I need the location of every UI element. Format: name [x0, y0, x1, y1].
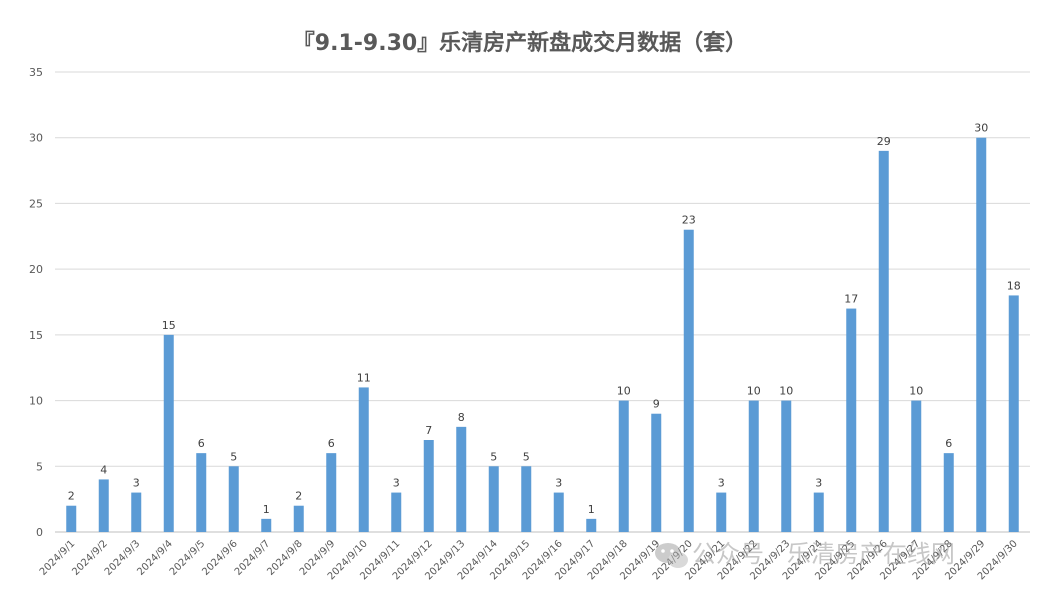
bar	[813, 492, 824, 532]
bar	[651, 413, 662, 532]
data-label: 10	[617, 385, 631, 398]
data-label: 18	[1007, 279, 1021, 292]
bar	[293, 505, 304, 532]
bar	[781, 400, 792, 532]
data-label: 23	[682, 214, 696, 227]
bar	[163, 334, 174, 532]
bar	[66, 505, 77, 532]
data-label: 3	[718, 477, 725, 490]
y-tick-label: 25	[29, 197, 43, 210]
bar	[456, 426, 467, 532]
bar	[521, 466, 532, 532]
data-label: 17	[844, 293, 858, 306]
bar	[618, 400, 629, 532]
watermark: 公众号 · 乐清房产在线网	[655, 540, 955, 568]
bar	[228, 466, 239, 532]
data-label: 29	[877, 135, 891, 148]
data-label: 5	[230, 450, 237, 463]
y-tick-label: 0	[36, 526, 43, 539]
data-label: 3	[555, 477, 562, 490]
bar	[943, 453, 954, 532]
data-label: 11	[357, 371, 371, 384]
y-tick-label: 5	[36, 460, 43, 473]
gridlines	[55, 71, 1030, 533]
y-tick-label: 30	[29, 132, 43, 145]
data-label: 2	[68, 490, 75, 503]
y-axis: 0 5 10 15 20 25 30 35	[29, 66, 43, 539]
bar	[553, 492, 564, 532]
y-tick-label: 15	[29, 329, 43, 342]
bar	[716, 492, 727, 532]
bar	[423, 440, 434, 532]
bar	[261, 518, 272, 532]
bar	[131, 492, 142, 532]
data-label: 6	[198, 437, 205, 450]
data-label: 5	[523, 450, 530, 463]
data-label: 10	[747, 385, 761, 398]
data-label: 30	[974, 122, 988, 135]
data-label: 5	[490, 450, 497, 463]
bar	[391, 492, 402, 532]
data-label: 3	[815, 477, 822, 490]
data-label: 10	[909, 385, 923, 398]
bar	[911, 400, 922, 532]
data-label: 9	[653, 398, 660, 411]
data-label: 6	[945, 437, 952, 450]
data-label: 3	[393, 477, 400, 490]
data-label: 6	[328, 437, 335, 450]
bar	[846, 308, 857, 532]
chart-title: 『9.1-9.30』乐清房产新盘成交月数据（套）	[293, 30, 747, 56]
data-label: 1	[263, 503, 270, 516]
y-tick-label: 35	[29, 66, 43, 79]
bar	[326, 453, 337, 532]
bars	[66, 137, 1019, 532]
bar	[976, 137, 987, 532]
wechat-icon	[655, 543, 688, 568]
data-label: 10	[779, 385, 793, 398]
data-label: 2	[295, 490, 302, 503]
bar	[878, 150, 889, 532]
y-tick-label: 20	[29, 263, 43, 276]
bar	[98, 479, 109, 532]
bar	[488, 466, 499, 532]
data-label: 15	[162, 319, 176, 332]
data-label: 4	[100, 463, 107, 476]
data-labels: 2 4 3 15 6 5 1 2 6 11 3 7 8 5 5 3 1 10 9 23 3 10 10 3 17 29 10 6 30 1…	[68, 122, 1021, 516]
data-label: 3	[133, 477, 140, 490]
bar	[683, 229, 694, 532]
bar	[748, 400, 759, 532]
watermark-text: 公众号 · 乐清房产在线网	[692, 540, 955, 568]
bar	[586, 518, 597, 532]
data-label: 1	[588, 503, 595, 516]
bar	[358, 387, 369, 532]
data-label: 8	[458, 411, 465, 424]
data-label: 7	[425, 424, 432, 437]
bar	[196, 453, 207, 532]
y-tick-label: 10	[29, 395, 43, 408]
bar	[1008, 295, 1019, 532]
